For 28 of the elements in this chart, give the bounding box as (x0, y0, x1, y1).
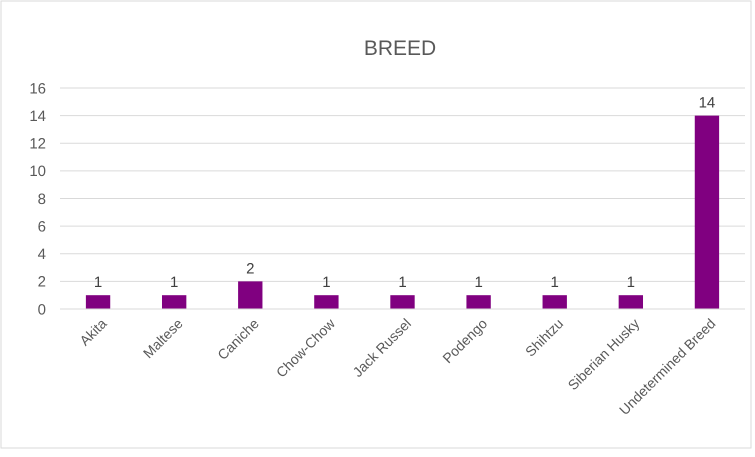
bar (618, 295, 644, 309)
data-label: 1 (626, 274, 636, 292)
y-tick-label: 8 (38, 190, 46, 208)
data-label: 2 (246, 260, 254, 278)
bar (390, 295, 415, 309)
y-tick-label: 14 (29, 108, 46, 125)
y-tick-label: 12 (29, 136, 46, 152)
data-label: 1 (94, 274, 102, 292)
bar (314, 295, 339, 309)
data-label: 1 (170, 274, 178, 292)
y-tick-label: 2 (38, 274, 46, 291)
bar (86, 295, 110, 309)
chart-title: BREED (364, 37, 436, 60)
bar (694, 116, 720, 309)
bar (542, 295, 567, 309)
bar (162, 295, 186, 309)
y-tick-label: 4 (38, 246, 46, 263)
y-tick-label: 10 (29, 163, 46, 180)
bar (238, 281, 262, 309)
y-tick-label: 6 (38, 218, 46, 236)
y-tick-label: 16 (29, 80, 46, 98)
data-label: 1 (322, 274, 331, 292)
data-label: 1 (550, 274, 559, 292)
data-label: 1 (398, 274, 407, 292)
bar (466, 295, 491, 309)
y-tick-label: 0 (38, 301, 46, 318)
data-label: 1 (474, 274, 483, 292)
data-label: 14 (698, 94, 716, 112)
